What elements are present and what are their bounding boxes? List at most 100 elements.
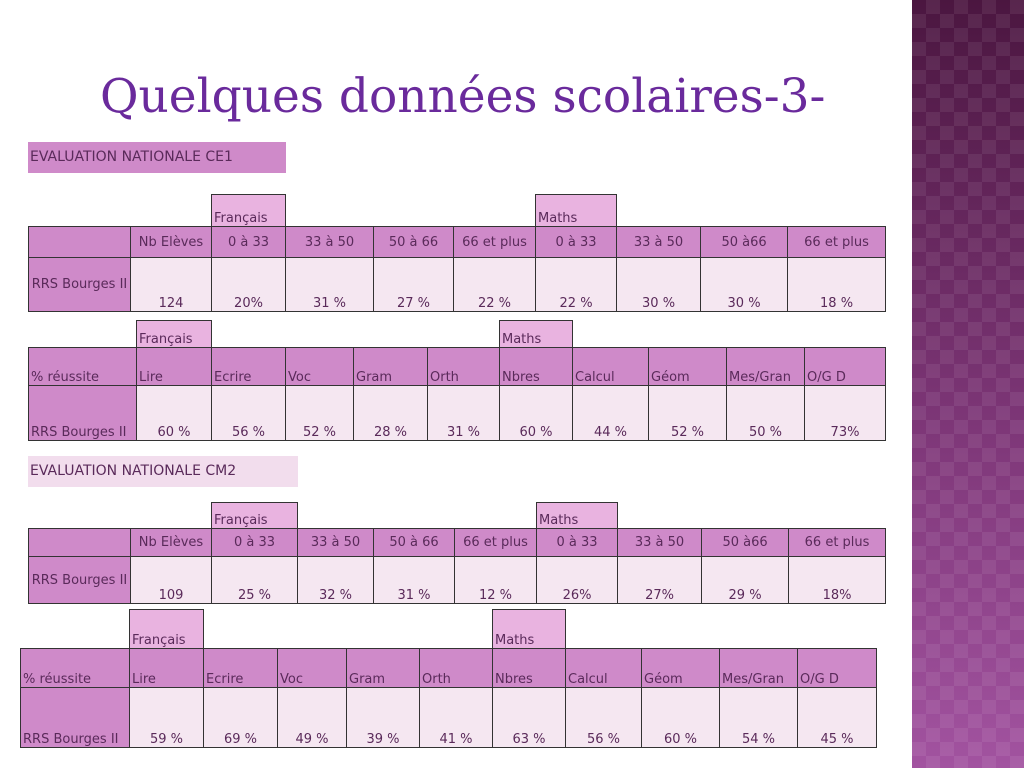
table-cell: 60 % [641,687,720,748]
column-header: Géom [641,648,720,688]
column-header: 33 à 50 [617,528,703,557]
column-header: Ecrire [203,648,278,688]
ce1-scores-table: Français Maths Nb Elèves 0 à 33 33 à 50 … [28,194,887,312]
table-cell: 18% [788,556,887,604]
column-header: Calcul [565,648,642,688]
column-header: Nb Elèves [130,528,212,557]
cm2-scores-group-francais: Français [211,502,298,529]
column-header: Gram [346,648,420,688]
column-header: Nbres [492,648,566,688]
table-cell: 73% [804,385,886,441]
table-cell: 31 % [373,556,455,604]
slide-title: Quelques données scolaires-3- [100,69,826,124]
table-cell: 27% [617,556,703,604]
column-header: Calcul [572,347,649,386]
table-cell: 20% [211,257,286,312]
cm2-reussite-header-row: % réussite Lire Ecrire Voc Gram Orth Nbr… [20,648,877,688]
row-label: RRS Bourges II [28,385,137,441]
table-cell: 31 % [285,257,374,312]
column-header: 66 et plus [452,226,537,258]
table-cell: 56 % [211,385,286,441]
table-cell: 49 % [277,687,347,748]
column-header: 66 et plus [787,226,887,258]
table-cell: 29 % [701,556,790,604]
table-cell: 41 % [419,687,493,748]
column-header: Voc [285,347,354,386]
cm2-reussite-group-francais: Français [129,609,204,649]
cm2-scores-header-row: Nb Elèves 0 à 33 33 à 50 50 à 66 66 et p… [28,528,887,557]
column-header: 66 et plus [453,528,538,557]
cm2-scores-table: Français Maths Nb Elèves 0 à 33 33 à 50 … [28,502,887,604]
table-cell: 22 % [535,257,618,312]
table-cell: 54 % [719,687,798,748]
ce1-scores-group-row: Français Maths [29,194,886,227]
table-cell: 59 % [129,687,204,748]
table-row: RRS Bourges II 60 % 56 % 52 % 28 % 31 % … [28,385,886,441]
table-cell: 26% [536,556,619,604]
table-cell: 28 % [353,385,428,441]
column-header: 0 à 33 [211,528,298,557]
row-label: RRS Bourges II [28,257,131,312]
ce1-reussite-group-row: Français Maths [29,320,886,348]
column-header: O/G D [797,648,877,688]
table-cell: 22 % [452,257,537,312]
ce1-scores-group-maths: Maths [535,194,618,227]
table-cell: 52 % [285,385,354,441]
column-header: 50 à66 [700,226,789,258]
table-cell: 30 % [616,257,702,312]
column-header: % réussite [28,347,137,386]
table-cell: 69 % [203,687,278,748]
column-header: Mes/Gran [719,648,798,688]
table-row: RRS Bourges II 59 % 69 % 49 % 39 % 41 % … [20,687,877,748]
column-header: Nbres [499,347,573,386]
column-header: 50 à 66 [373,528,455,557]
column-header: 0 à 33 [535,226,618,258]
row-label: RRS Bourges II [28,556,131,604]
table-cell: 60 % [499,385,573,441]
ce1-reussite-table: Français Maths % réussite Lire Ecrire Vo… [28,320,886,441]
column-header: Ecrire [211,347,286,386]
column-header: Lire [129,648,204,688]
column-header: % réussite [20,648,130,688]
table-cell: 56 % [565,687,642,748]
column-header: O/G D [804,347,886,386]
column-header: 50 à66 [701,528,790,557]
table-cell: 124 [130,257,212,312]
table-cell: 45 % [797,687,877,748]
table-cell: 109 [130,556,212,604]
table-cell: 31 % [427,385,500,441]
cm2-reussite-group-row: Français Maths [21,609,877,649]
cm2-reussite-group-maths: Maths [492,609,566,649]
column-header: Lire [136,347,212,386]
table-row: RRS Bourges II 124 20% 31 % 27 % 22 % 22… [28,257,887,312]
table-cell: 18 % [787,257,887,312]
ce1-reussite-header-row: % réussite Lire Ecrire Voc Gram Orth Nbr… [28,347,886,386]
cm2-reussite-table: Français Maths % réussite Lire Ecrire Vo… [20,609,877,748]
column-header: 50 à 66 [373,226,454,258]
table-cell: 32 % [297,556,374,604]
cm2-scores-group-maths: Maths [536,502,619,529]
column-header: 66 et plus [788,528,887,557]
table-cell: 12 % [453,556,538,604]
column-header: Voc [277,648,347,688]
column-header: Orth [427,347,500,386]
table-cell: 25 % [211,556,298,604]
decorative-side-band [912,0,1024,768]
cm2-section-label: EVALUATION NATIONALE CM2 [28,456,298,487]
table-cell: 63 % [492,687,566,748]
ce1-section-label: EVALUATION NATIONALE CE1 [28,142,286,173]
table-cell: 52 % [648,385,727,441]
column-header: 33 à 50 [616,226,702,258]
table-cell: 50 % [726,385,805,441]
column-header: Orth [419,648,493,688]
column-header: Géom [648,347,727,386]
table-row: RRS Bourges II 109 25 % 32 % 31 % 12 % 2… [28,556,887,604]
column-header [28,226,131,258]
ce1-reussite-group-maths: Maths [499,320,573,348]
table-cell: 44 % [572,385,649,441]
column-header: 0 à 33 [211,226,286,258]
column-header [28,528,131,557]
table-cell: 60 % [136,385,212,441]
ce1-reussite-group-francais: Français [136,320,212,348]
ce1-scores-header-row: Nb Elèves 0 à 33 33 à 50 50 à 66 66 et p… [28,226,887,258]
